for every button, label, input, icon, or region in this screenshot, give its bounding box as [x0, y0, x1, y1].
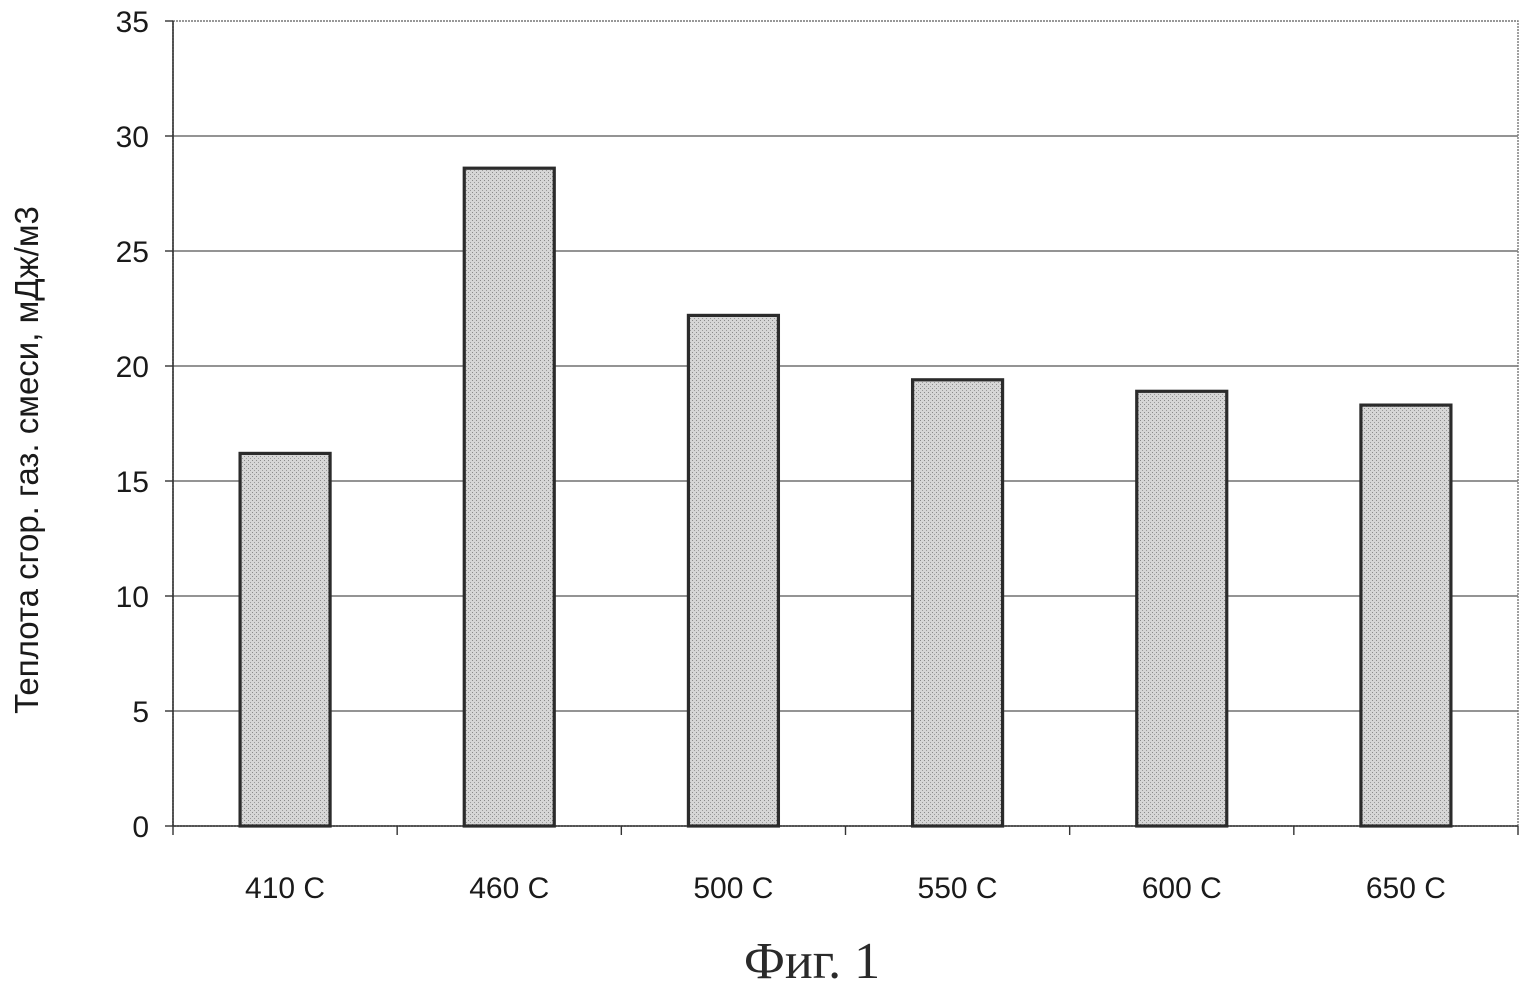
y-tick-label: 5 — [132, 696, 149, 729]
x-tick-label: 600 C — [1142, 872, 1222, 905]
x-axis-ticks: 410 C 460 C 500 C 550 C 600 C 650 C — [173, 826, 1518, 905]
x-tick-label: 550 C — [918, 872, 998, 905]
y-tick-label: 15 — [116, 466, 149, 499]
y-tick-label: 10 — [116, 581, 149, 614]
y-axis-title: Теплота сгор. газ. смеси, мДж/м3 — [8, 206, 45, 714]
x-tick-label: 500 C — [693, 872, 773, 905]
bar-650-c — [1361, 405, 1451, 826]
y-tick-label: 0 — [132, 811, 149, 844]
plot-frame — [173, 21, 1518, 826]
y-tick-label: 35 — [116, 6, 149, 39]
gridlines — [173, 136, 1518, 711]
figure-caption: Фиг. 1 — [744, 933, 880, 984]
bar-410-c — [240, 453, 330, 826]
bar-460-c — [464, 168, 554, 826]
y-tick-label: 20 — [116, 351, 149, 384]
y-axis-ticks: 0 5 10 15 20 25 30 35 — [116, 6, 173, 844]
bar-550-c — [913, 380, 1003, 826]
y-tick-label: 25 — [116, 236, 149, 269]
bars — [240, 168, 1451, 826]
bar-600-c — [1137, 391, 1227, 826]
y-tick-label: 30 — [116, 121, 149, 154]
bar-500-c — [688, 315, 778, 826]
plot-area — [173, 21, 1518, 826]
x-tick-label: 650 C — [1366, 872, 1446, 905]
x-tick-label: 410 C — [245, 872, 325, 905]
x-tick-label: 460 C — [469, 872, 549, 905]
